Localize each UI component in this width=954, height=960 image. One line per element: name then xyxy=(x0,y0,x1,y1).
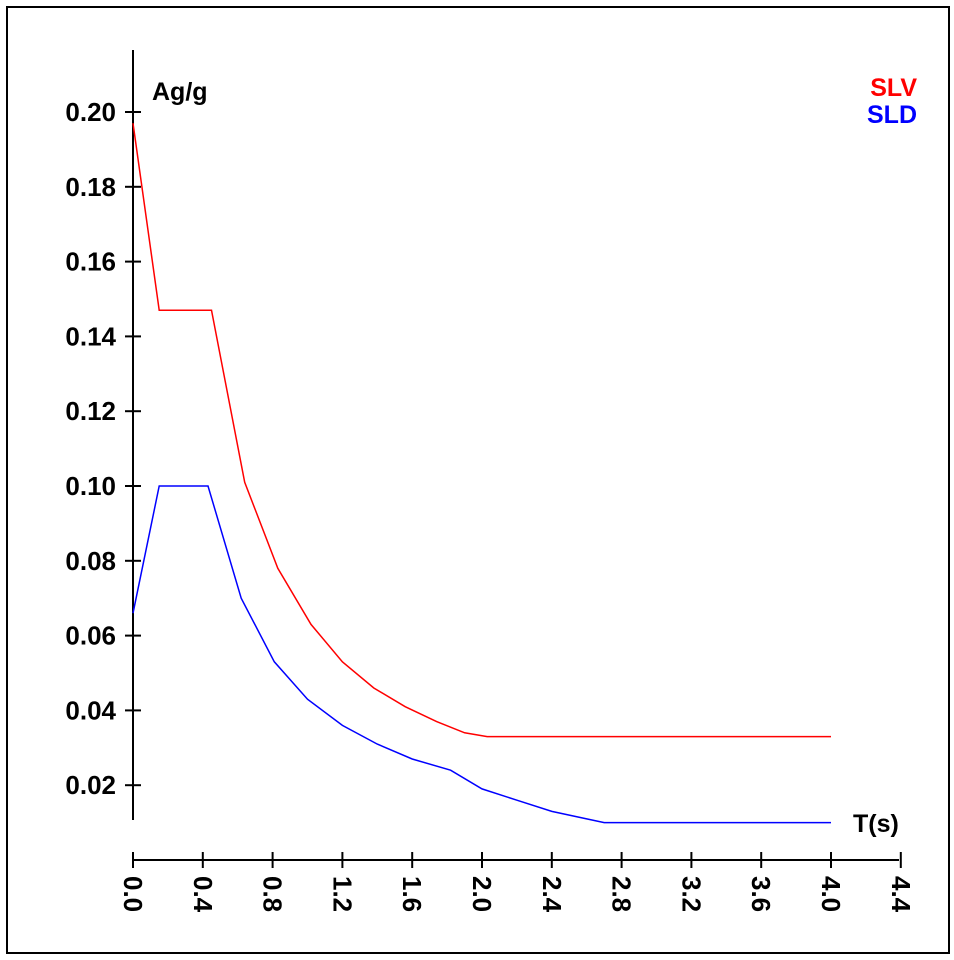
x-tick-label: 0.0 xyxy=(118,876,148,912)
series-line-sld xyxy=(132,485,831,824)
x-tick-label: 0.4 xyxy=(188,876,218,913)
y-tick-label: 0.18 xyxy=(65,172,116,202)
y-tick-label: 0.10 xyxy=(65,471,116,501)
y-tick-label: 0.16 xyxy=(65,247,116,277)
y-tick-label: 0.04 xyxy=(65,695,116,725)
legend-entry-slv: SLV xyxy=(870,74,917,102)
y-axis-label: Ag/g xyxy=(152,78,208,106)
y-tick-label: 0.08 xyxy=(65,546,116,576)
x-tick-label: 1.2 xyxy=(327,876,357,912)
x-tick-label: 4.4 xyxy=(886,876,916,913)
x-tick-label: 1.6 xyxy=(397,876,427,912)
x-tick-label: 2.0 xyxy=(467,876,497,912)
y-tick-label: 0.14 xyxy=(65,321,116,351)
y-tick-label: 0.02 xyxy=(65,770,116,800)
x-tick-label: 3.6 xyxy=(746,876,776,912)
legend-entry-sld: SLD xyxy=(867,101,917,129)
x-axis-label: T(s) xyxy=(853,810,899,838)
x-axis: 0.0 0.4 0.8 1.2 1.6 2.0 2.4 2.8 3.2 3.6 4.0 4.4 xyxy=(118,852,916,913)
x-tick-label: 3.2 xyxy=(676,876,706,912)
y-tick-label: 0.20 xyxy=(65,97,116,127)
x-tick-label: 2.4 xyxy=(537,876,567,913)
y-tick-label: 0.06 xyxy=(65,621,116,651)
x-tick-label: 0.8 xyxy=(258,876,288,912)
y-tick-label: 0.12 xyxy=(65,396,116,426)
series-layer xyxy=(132,123,831,824)
x-tick-label: 2.8 xyxy=(607,876,637,912)
x-tick-label: 4.0 xyxy=(816,876,846,912)
series-line-slv xyxy=(132,123,831,738)
chart-frame xyxy=(6,6,950,954)
y-axis: 0.02 0.04 0.06 0.08 0.10 0.12 0.14 0.16 0.18 0.20 xyxy=(65,50,141,820)
